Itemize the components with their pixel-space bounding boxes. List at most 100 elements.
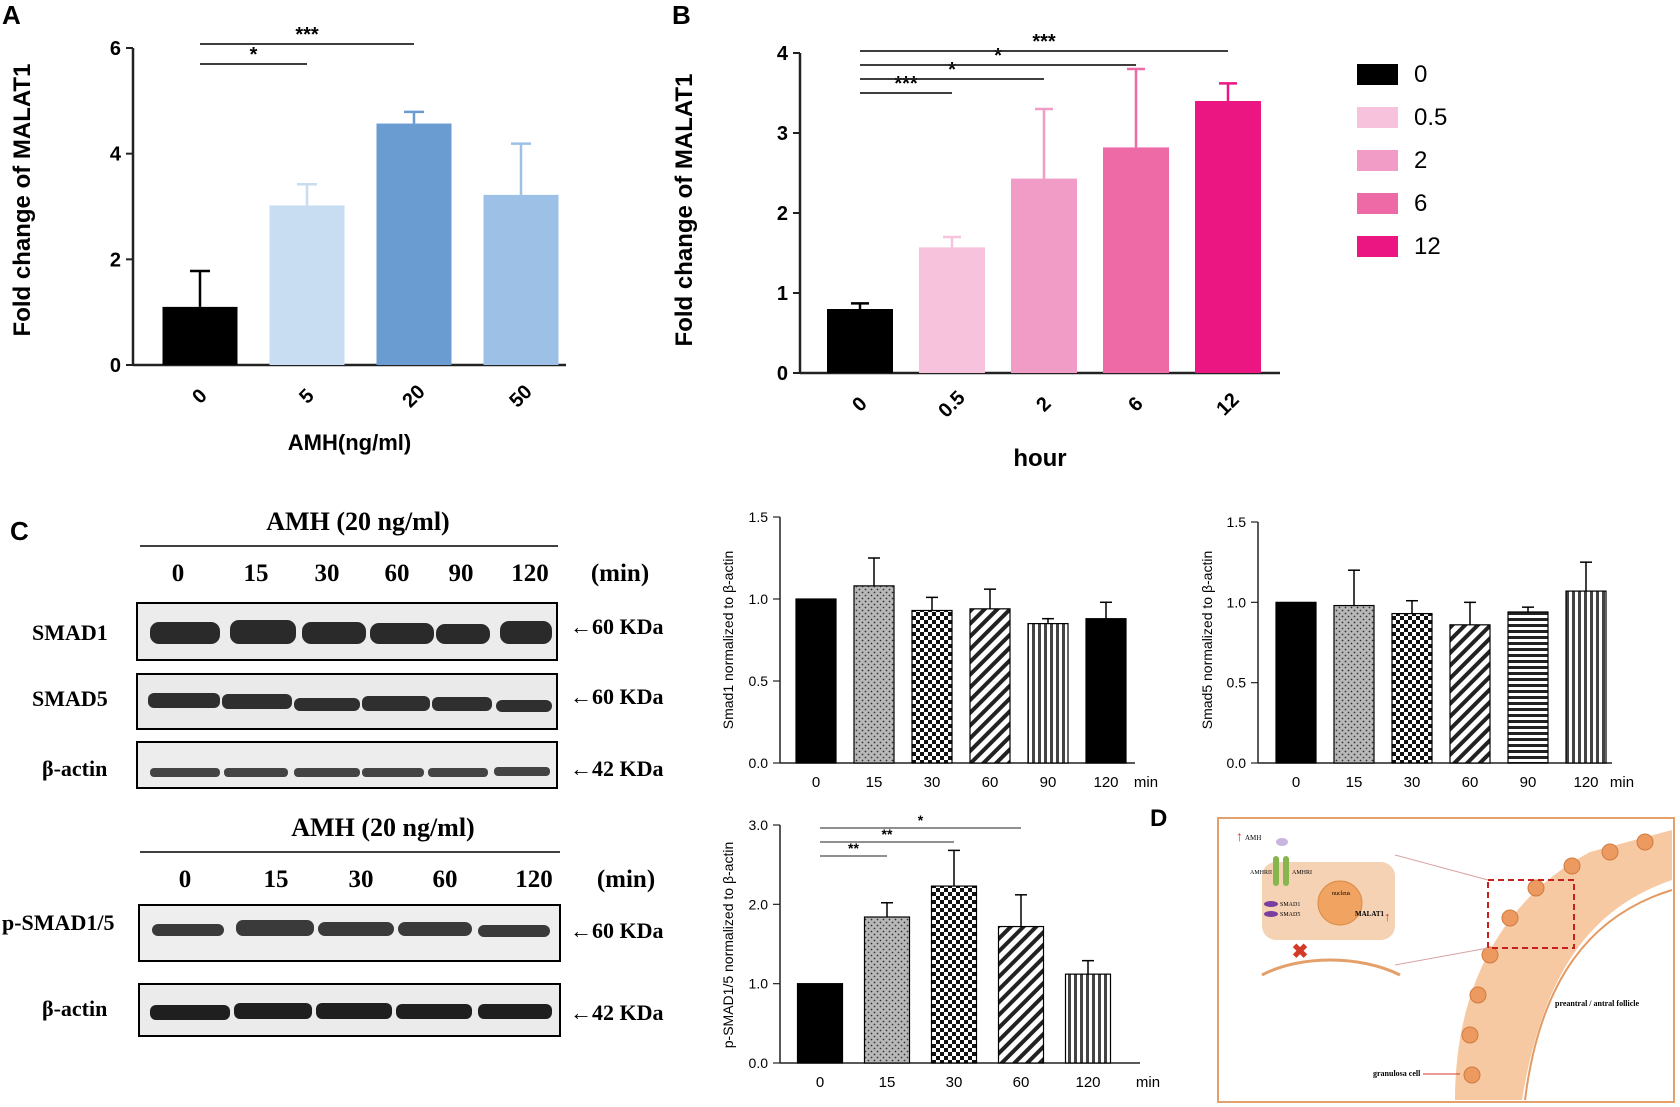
follicle-inner-edge [1524,889,1673,1101]
blot1-actin-bands [150,767,550,777]
block-cross-icon: ✖ [1292,941,1309,963]
y-tick-label: 1.0 [1227,594,1247,610]
y-tick-label: 1.0 [749,976,769,992]
bar-120 [1064,973,1112,1064]
x-tick-label: 120 [1075,1074,1100,1091]
amhri-receptor-icon [1283,856,1289,886]
x-tick-label: 60 [1462,774,1479,791]
amh-up-arrow-icon: ↑ [1236,828,1243,844]
bar-0 [827,309,893,373]
blot1-time-90: 90 [449,560,474,587]
diagram-d: ✖ ↑ AMH AMHRII AMHRI SMAD1 SMAD5 nucleus… [1217,817,1675,1103]
bar-90 [1027,622,1069,764]
y-axis-label: Smad1 normalized to β-actin [720,551,736,729]
blot2-psmad-bands [152,920,550,937]
y-tick-label: 1.5 [749,509,769,525]
y-tick-label: 4 [777,43,789,65]
basement-membrane [1261,958,1401,977]
blot1-smad1-bands [150,620,552,644]
zoom-box [1487,879,1575,949]
y-tick-label: 2 [777,203,788,225]
bar-5 [269,205,345,365]
bar-20 [376,123,452,365]
x-tick-label: 30 [924,774,941,791]
y-tick-label: 2.0 [749,896,769,912]
blot2-time-30: 30 [349,866,374,893]
legend-label: 6 [1414,190,1427,217]
blot1-row-smad1-label: SMAD1 [32,620,108,645]
zoom-line-top [1394,854,1489,881]
bar-0.5 [919,247,985,373]
panel-label-d: D [1150,805,1167,832]
x-tick-label: 15 [866,774,883,791]
bar-15 [853,585,895,764]
blot2-actin-bands [150,1003,552,1020]
blot2-time-60: 60 [433,866,458,893]
blot2-title: AMH (20 ng/ml) [291,813,474,842]
granulosa-cells [1461,833,1654,1084]
blot1-smad5-bands [148,693,552,712]
nucleus-label: nucleus [1332,891,1351,897]
chart-a-fold-change-amh: 0 2 4 6 Fold change of MALAT1 0 5 20 50 AMH(ng/ml… [9,24,566,455]
bar-0 [795,598,837,764]
blot1-actin-strip [136,741,558,789]
smad1-label: SMAD1 [1280,902,1300,908]
bar-12 [1195,101,1261,373]
x-tick-label: 60 [982,774,999,791]
panel-label-b: B [672,0,691,30]
blot1-time-0: 0 [172,560,185,587]
legend-swatch-0 [1357,64,1398,85]
x-tick-label: 30 [1404,774,1421,791]
legend-swatch-0.5 [1357,107,1398,128]
x-tick-label: 15 [1346,774,1363,791]
amhrii-label: AMHRII [1250,870,1272,876]
malat1-label: MALAT1 [1355,910,1385,918]
y-tick-label: 1 [777,283,788,305]
y-axis-label: Fold change of MALAT1 [9,64,36,337]
x-tick-label: 0 [848,393,871,416]
legend-swatch-2 [1357,150,1398,171]
bar-50 [483,194,559,365]
x-tick-label: 0 [1292,774,1300,791]
blot2-row-actin-size: ←42 KDa [570,1000,664,1025]
x-tick-label: 0 [812,774,820,791]
smad5-icon [1264,911,1278,917]
x-tick-label: 120 [1093,774,1118,791]
legend-label: 12 [1414,233,1441,260]
bar-60 [997,925,1045,1064]
legend-label: 0.5 [1414,104,1447,131]
smad1-icon [1264,901,1278,907]
legend-swatch-6 [1357,193,1398,214]
amh-label: AMH [1245,834,1261,842]
x-tick-label: 120 [1573,774,1598,791]
bar-2 [1011,178,1077,373]
blot1-time-15: 15 [244,560,269,587]
blot1-time-unit: (min) [591,560,649,587]
y-tick-label: 0.0 [749,755,769,771]
y-tick-label: 3.0 [749,817,769,833]
bar-30 [1391,612,1433,764]
y-tick-label: 1.0 [749,591,769,607]
x-tick-label: 20 [398,381,429,412]
bar-0 [796,983,844,1064]
follicle-label: preantral / antral follicle [1555,999,1640,1008]
chart-c-smad1: 0.0 0.5 1.0 1.5 Smad1 normalized to β-actin 0… [720,509,1158,791]
x-axis-label: hour [1013,445,1066,472]
y-tick-label: 6 [110,38,121,60]
legend-swatch-12 [1357,236,1398,257]
blot1-row-actin-label: β-actin [42,756,107,781]
amh-ligand-icon [1276,838,1288,846]
bar-120 [1565,590,1607,764]
x-tick-label: 2 [1032,393,1055,416]
panel-label-c: C [10,516,29,546]
y-axis-label: Fold change of MALAT1 [671,74,698,347]
significance-label: ** [848,840,859,856]
blot2-time-unit: (min) [597,866,655,893]
significance-label: *** [894,73,918,95]
significance-label: * [948,59,956,81]
legend-label: 2 [1414,147,1427,174]
smad5-label: SMAD5 [1280,912,1300,918]
blot1-time-120: 120 [511,560,549,587]
nucleus-icon [1317,880,1363,926]
